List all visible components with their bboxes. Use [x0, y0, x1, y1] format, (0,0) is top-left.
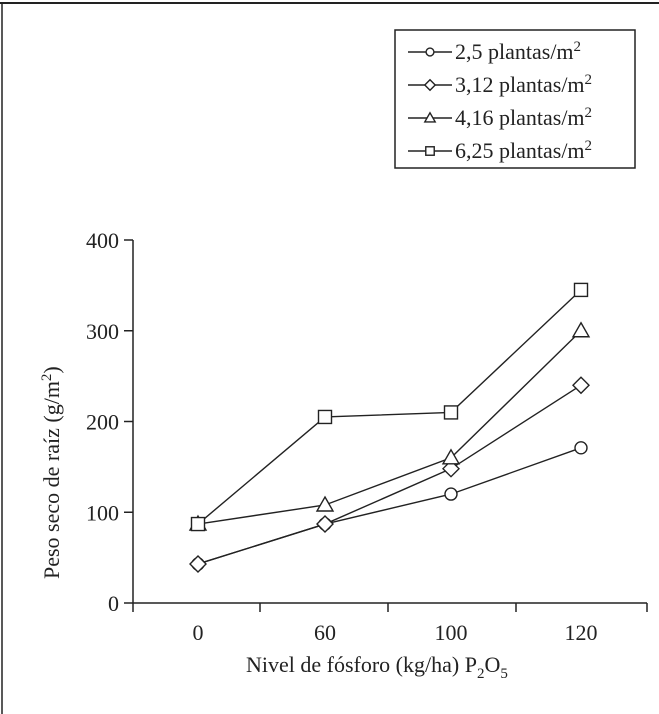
legend: 2,5 plantas/m2 3,12 plantas/m2 4,16 planta… [394, 29, 636, 169]
data-point-diamond [189, 554, 207, 573]
series-line-square [197, 289, 582, 525]
legend-label: 2,5 plantas/m2 [455, 39, 581, 64]
x-axis-title: Nivel de fósforo (kg/ha) P2O5 [246, 652, 508, 682]
legend-label: 3,12 plantas/m2 [455, 72, 592, 97]
y-axis-title: Peso seco de raíz (g/m2) [39, 366, 64, 579]
legend-box [394, 29, 636, 169]
data-point-triangle [441, 448, 461, 465]
series-line-diamond [197, 384, 582, 565]
data-point-diamond [572, 376, 590, 395]
x-tick-label: 100 [435, 620, 468, 645]
x-tick-label: 60 [314, 620, 336, 645]
series-line-triangle [197, 330, 582, 525]
data-point-square [443, 405, 459, 420]
legend-label: 6,25 plantas/m2 [455, 138, 592, 163]
data-point-diamond [316, 515, 334, 534]
data-point-circle [574, 441, 588, 455]
data-point-square [573, 282, 589, 298]
y-tick-label: 400 [86, 228, 119, 253]
legend-marker-triangle [423, 111, 437, 123]
data-point-square [190, 516, 206, 532]
data-point-square [317, 409, 333, 425]
x-tick-label: 120 [565, 620, 598, 645]
y-tick-label: 300 [86, 319, 119, 344]
data-point-triangle [571, 321, 591, 338]
data-point-triangle [315, 495, 335, 512]
plot-area: 0 100 200 300 400 0 60 100 120 [86, 228, 648, 645]
y-tick-label: 100 [86, 500, 119, 525]
x-tick-label: 0 [193, 620, 204, 645]
legend-marker-diamond [423, 78, 437, 92]
y-tick-label: 0 [108, 591, 119, 616]
data-point-circle [444, 487, 458, 501]
legend-label: 4,16 plantas/m2 [455, 105, 592, 130]
legend-marker-square [425, 146, 435, 156]
data-point-diamond [442, 459, 460, 478]
y-tick-label: 200 [86, 410, 119, 435]
legend-marker-circle [425, 47, 435, 57]
